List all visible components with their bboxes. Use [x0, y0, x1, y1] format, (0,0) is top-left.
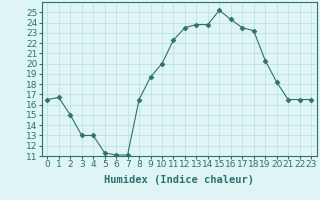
X-axis label: Humidex (Indice chaleur): Humidex (Indice chaleur) [104, 175, 254, 185]
